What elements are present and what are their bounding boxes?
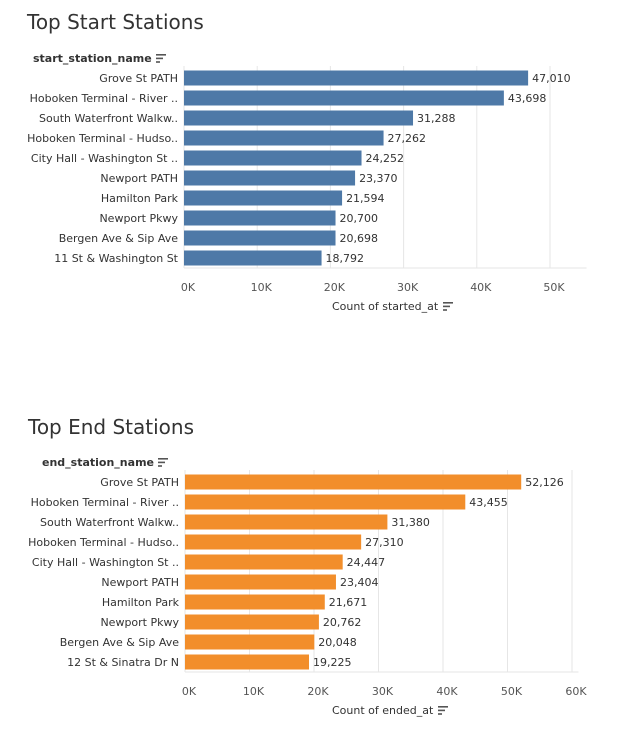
chart-title: Top End Stations: [28, 415, 194, 439]
x-tick-label: 0K: [181, 281, 196, 294]
x-axis-title[interactable]: Count of ended_at: [332, 704, 449, 717]
bar[interactable]: [185, 594, 325, 610]
category-label[interactable]: Hoboken Terminal - Hudso..: [27, 132, 178, 145]
bar[interactable]: [185, 474, 522, 490]
category-label[interactable]: City Hall - Washington St ..: [32, 556, 179, 569]
x-tick-label: 40K: [436, 685, 458, 698]
x-axis-title[interactable]: Count of started_at: [332, 300, 454, 313]
category-label[interactable]: Newport PATH: [100, 172, 178, 185]
category-label[interactable]: Hoboken Terminal - River ..: [30, 92, 178, 105]
bar[interactable]: [184, 150, 362, 166]
bar[interactable]: [184, 90, 504, 106]
data-label: 20,700: [340, 212, 379, 225]
bar[interactable]: [184, 130, 384, 146]
category-label[interactable]: Hoboken Terminal - River ..: [31, 496, 179, 509]
end-stations-panel: Top End Stations end_station_name Grove …: [0, 405, 619, 733]
x-tick-label: 30K: [372, 685, 394, 698]
data-label: 20,698: [340, 232, 379, 245]
category-label[interactable]: 11 St & Washington St: [54, 252, 178, 265]
data-label: 20,762: [323, 616, 362, 629]
data-label: 27,310: [365, 536, 404, 549]
x-tick-label: 40K: [470, 281, 492, 294]
data-label: 47,010: [532, 72, 571, 85]
data-label: 21,671: [329, 596, 368, 609]
category-label[interactable]: 12 St & Sinatra Dr N: [67, 656, 179, 669]
bar[interactable]: [185, 654, 310, 670]
x-tick-label: 30K: [397, 281, 419, 294]
bar[interactable]: [185, 554, 343, 570]
bar[interactable]: [185, 634, 315, 650]
start-stations-bar-chart: Grove St PATH 47,010 Hoboken Terminal - Ri…: [27, 66, 587, 294]
x-tick-label: 10K: [251, 281, 273, 294]
category-label[interactable]: Grove St PATH: [100, 476, 179, 489]
data-label: 20,048: [318, 636, 357, 649]
data-label: 24,252: [366, 152, 405, 165]
bar[interactable]: [185, 494, 466, 510]
sort-descending-icon[interactable]: [443, 302, 454, 311]
data-label: 43,698: [508, 92, 547, 105]
data-label: 52,126: [525, 476, 564, 489]
chart-title: Top Start Stations: [27, 10, 204, 34]
data-label: 21,594: [346, 192, 385, 205]
x-tick-label: 50K: [501, 685, 523, 698]
bar[interactable]: [184, 230, 336, 246]
bar[interactable]: [185, 514, 388, 530]
category-label[interactable]: Newport Pkwy: [100, 616, 179, 629]
data-label: 19,225: [313, 656, 352, 669]
row-header[interactable]: end_station_name: [42, 456, 168, 469]
data-label: 18,792: [326, 252, 365, 265]
category-label[interactable]: Hamilton Park: [102, 596, 180, 609]
data-label: 43,455: [469, 496, 508, 509]
category-label[interactable]: Bergen Ave & Sip Ave: [60, 636, 179, 649]
data-label: 31,380: [391, 516, 430, 529]
bar[interactable]: [185, 614, 319, 630]
data-label: 31,288: [417, 112, 456, 125]
category-label[interactable]: Grove St PATH: [99, 72, 178, 85]
category-label[interactable]: Bergen Ave & Sip Ave: [59, 232, 178, 245]
row-header-label: end_station_name: [42, 456, 154, 469]
x-axis-title-label: Count of started_at: [332, 300, 439, 313]
bar[interactable]: [184, 190, 343, 206]
data-label: 23,404: [340, 576, 379, 589]
bar[interactable]: [184, 250, 322, 266]
x-axis-title-label: Count of ended_at: [332, 704, 434, 717]
end-stations-bar-chart: Grove St PATH 52,126 Hoboken Terminal - Ri…: [28, 470, 587, 698]
x-tick-label: 50K: [543, 281, 565, 294]
category-label[interactable]: Newport PATH: [101, 576, 179, 589]
data-label: 27,262: [388, 132, 427, 145]
x-tick-label: 20K: [307, 685, 329, 698]
x-tick-label: 60K: [565, 685, 587, 698]
bar[interactable]: [185, 534, 362, 550]
bar[interactable]: [184, 170, 356, 186]
sort-descending-icon[interactable]: [155, 54, 166, 63]
bar[interactable]: [184, 210, 336, 226]
category-label[interactable]: South Waterfront Walkw..: [39, 112, 178, 125]
category-label[interactable]: Hoboken Terminal - Hudso..: [28, 536, 179, 549]
row-header-label: start_station_name: [33, 52, 152, 65]
x-tick-label: 20K: [324, 281, 346, 294]
bar[interactable]: [185, 574, 336, 590]
sort-descending-icon[interactable]: [158, 458, 168, 467]
sort-descending-icon[interactable]: [438, 706, 449, 715]
category-label[interactable]: South Waterfront Walkw..: [40, 516, 179, 529]
x-tick-label: 10K: [243, 685, 265, 698]
category-label[interactable]: City Hall - Washington St ..: [31, 152, 178, 165]
category-label[interactable]: Newport Pkwy: [99, 212, 178, 225]
data-label: 23,370: [359, 172, 398, 185]
row-header[interactable]: start_station_name: [33, 52, 166, 65]
start-stations-panel: Top Start Stations start_station_name Gr…: [0, 0, 619, 330]
bar[interactable]: [184, 110, 414, 126]
x-tick-label: 0K: [182, 685, 197, 698]
category-label[interactable]: Hamilton Park: [101, 192, 179, 205]
data-label: 24,447: [347, 556, 386, 569]
bar[interactable]: [184, 70, 529, 86]
